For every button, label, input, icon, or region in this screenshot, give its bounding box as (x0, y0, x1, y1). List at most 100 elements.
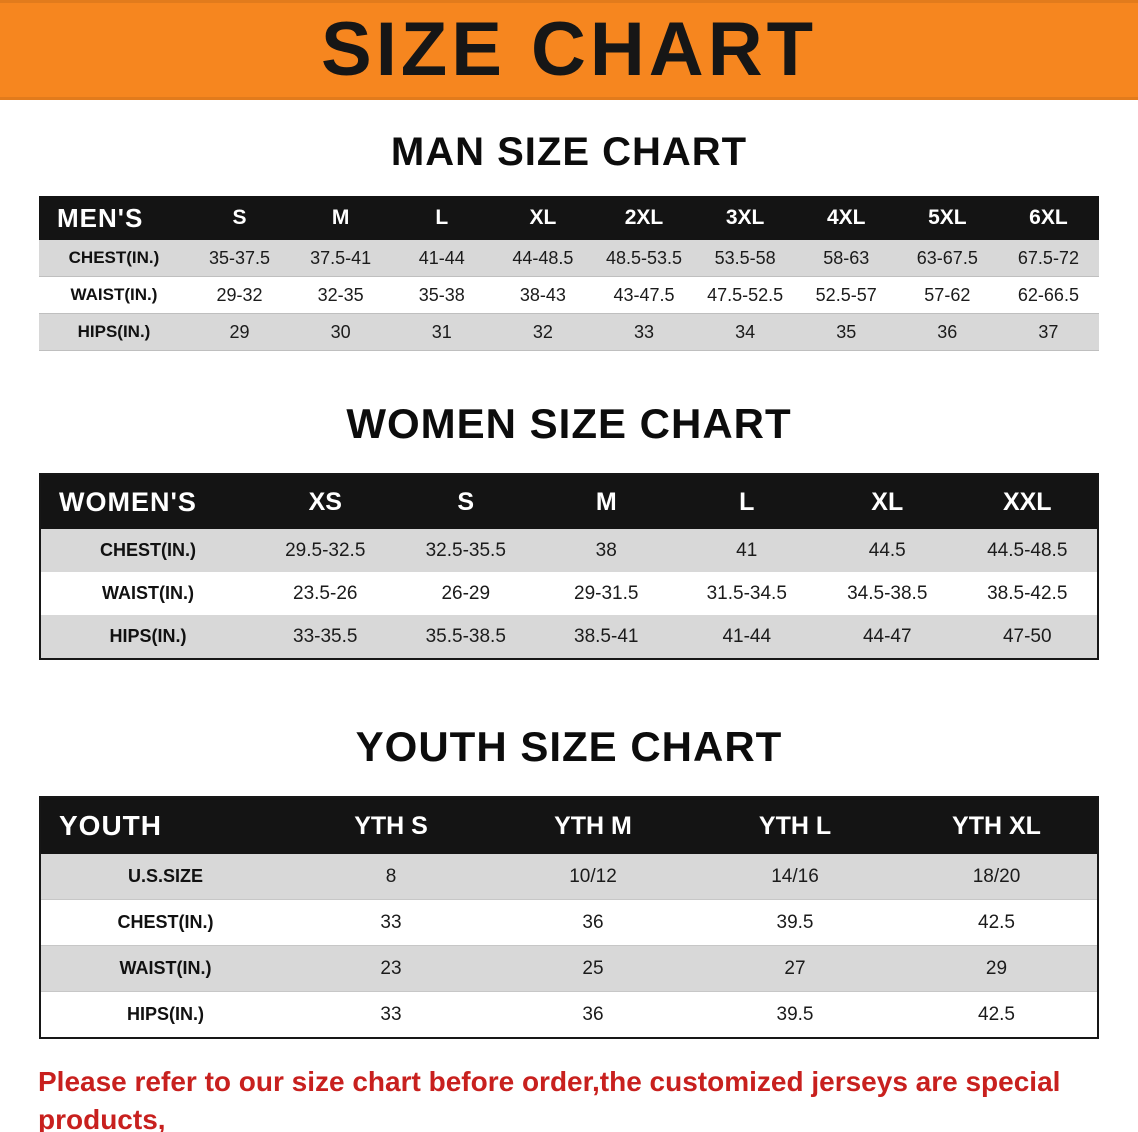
header-cell: S (189, 196, 291, 240)
header-cell: XXL (957, 474, 1098, 530)
header-cell: M (536, 474, 677, 530)
value-cell: 26-29 (395, 572, 536, 616)
value-cell: 52.5-57 (795, 276, 897, 314)
value-cell: 32-35 (290, 276, 392, 314)
value-cell: 14/16 (694, 854, 896, 900)
value-cell: 44-48.5 (492, 240, 594, 277)
value-cell: 25 (492, 945, 694, 992)
men-header-row: MEN'S S M L XL 2XL 3XL 4XL 5XL 6XL (39, 196, 1099, 240)
youth-waist-row: WAIST(IN.) 23 25 27 29 (40, 945, 1098, 992)
value-cell: 29.5-32.5 (255, 529, 396, 573)
header-cell: 2XL (593, 196, 695, 240)
footer-notice: Please refer to our size chart before or… (38, 1063, 1100, 1132)
header-cell: YTH M (492, 797, 694, 855)
value-cell: 31.5-34.5 (676, 572, 817, 616)
header-cell: S (395, 474, 536, 530)
value-cell: 36 (896, 313, 998, 351)
value-cell: 29 (189, 313, 291, 351)
row-label: CHEST(IN.) (40, 899, 290, 946)
header-cell: XL (492, 196, 594, 240)
value-cell: 29-32 (189, 276, 291, 314)
header-cell: M (290, 196, 392, 240)
women-heading: WOMEN SIZE CHART (346, 400, 792, 447)
value-cell: 29-31.5 (536, 572, 677, 616)
value-cell: 37.5-41 (290, 240, 392, 277)
youth-size-table: YOUTH YTH S YTH M YTH L YTH XL U.S.SIZE … (39, 796, 1099, 1040)
value-cell: 58-63 (795, 240, 897, 277)
youth-chest-row: CHEST(IN.) 33 36 39.5 42.5 (40, 899, 1098, 946)
women-chest-row: CHEST(IN.) 29.5-32.5 32.5-35.5 38 41 44.… (40, 529, 1098, 573)
value-cell: 41-44 (676, 615, 817, 660)
value-cell: 63-67.5 (896, 240, 998, 277)
youth-heading: YOUTH SIZE CHART (355, 723, 783, 771)
row-label: WAIST(IN.) (40, 945, 290, 992)
men-size-table: MEN'S S M L XL 2XL 3XL 4XL 5XL 6XL CHEST… (39, 196, 1099, 351)
value-cell: 57-62 (896, 276, 998, 314)
value-cell: 23.5-26 (255, 572, 396, 616)
men-section: MAN SIZE CHART MEN'S S M L XL 2XL 3XL 4X… (0, 130, 1138, 351)
value-cell: 31 (391, 313, 493, 351)
value-cell: 33 (290, 991, 492, 1039)
value-cell: 18/20 (896, 854, 1098, 900)
men-heading: MAN SIZE CHART (390, 130, 748, 174)
header-cell: XL (817, 474, 958, 530)
row-label: U.S.SIZE (40, 854, 290, 900)
value-cell: 8 (290, 854, 492, 900)
page-title: SIZE CHART (321, 7, 817, 92)
value-cell: 35-38 (391, 276, 493, 314)
value-cell: 35 (795, 313, 897, 351)
header-cell: L (676, 474, 817, 530)
value-cell: 39.5 (694, 899, 896, 946)
row-label: CHEST(IN.) (40, 529, 255, 573)
notice-line-1: Please refer to our size chart before or… (38, 1066, 1061, 1132)
youth-ussize-row: U.S.SIZE 8 10/12 14/16 18/20 (40, 854, 1098, 900)
header-cell: YTH XL (896, 797, 1098, 855)
women-header-row: WOMEN'S XS S M L XL XXL (40, 474, 1098, 530)
youth-table-name: YOUTH (40, 797, 290, 855)
row-label: HIPS(IN.) (40, 615, 255, 660)
value-cell: 47.5-52.5 (694, 276, 796, 314)
value-cell: 33 (593, 313, 695, 351)
value-cell: 34 (694, 313, 796, 351)
value-cell: 36 (492, 991, 694, 1039)
header-cell: YTH L (694, 797, 896, 855)
value-cell: 23 (290, 945, 492, 992)
value-cell: 47-50 (957, 615, 1098, 660)
row-label: WAIST(IN.) (40, 572, 255, 616)
value-cell: 35.5-38.5 (395, 615, 536, 660)
value-cell: 44-47 (817, 615, 958, 660)
value-cell: 29 (896, 945, 1098, 992)
men-waist-row: WAIST(IN.) 29-32 32-35 35-38 38-43 43-47… (39, 276, 1099, 314)
value-cell: 34.5-38.5 (817, 572, 958, 616)
banner: SIZE CHART (0, 0, 1138, 100)
men-table-name: MEN'S (39, 196, 189, 240)
value-cell: 38.5-42.5 (957, 572, 1098, 616)
value-cell: 30 (290, 313, 392, 351)
value-cell: 44.5-48.5 (957, 529, 1098, 573)
youth-header-row: YOUTH YTH S YTH M YTH L YTH XL (40, 797, 1098, 855)
value-cell: 38.5-41 (536, 615, 677, 660)
value-cell: 27 (694, 945, 896, 992)
youth-section: YOUTH SIZE CHART YOUTH YTH S YTH M YTH L… (0, 723, 1138, 1040)
value-cell: 42.5 (896, 991, 1098, 1039)
value-cell: 38-43 (492, 276, 594, 314)
value-cell: 35-37.5 (189, 240, 291, 277)
row-label: HIPS(IN.) (39, 313, 189, 351)
value-cell: 41 (676, 529, 817, 573)
row-label: CHEST(IN.) (39, 240, 189, 277)
value-cell: 32 (492, 313, 594, 351)
value-cell: 33-35.5 (255, 615, 396, 660)
value-cell: 36 (492, 899, 694, 946)
women-hips-row: HIPS(IN.) 33-35.5 35.5-38.5 38.5-41 41-4… (40, 615, 1098, 660)
value-cell: 32.5-35.5 (395, 529, 536, 573)
header-cell: 5XL (896, 196, 998, 240)
value-cell: 37 (997, 313, 1099, 351)
row-label: HIPS(IN.) (40, 991, 290, 1039)
men-chest-row: CHEST(IN.) 35-37.5 37.5-41 41-44 44-48.5… (39, 240, 1099, 277)
value-cell: 42.5 (896, 899, 1098, 946)
row-label: WAIST(IN.) (39, 276, 189, 314)
women-section: WOMEN SIZE CHART WOMEN'S XS S M L XL XXL… (0, 400, 1138, 661)
header-cell: 3XL (694, 196, 796, 240)
header-cell: 4XL (795, 196, 897, 240)
